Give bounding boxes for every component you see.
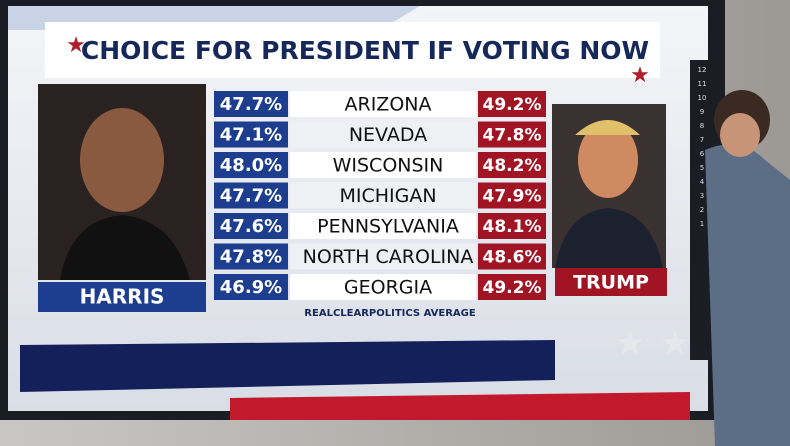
state: PENNSYLVANIA [317, 216, 459, 238]
harris-value: 46.9% [220, 277, 282, 298]
trump-value: 47.9% [483, 187, 542, 207]
state: ARIZONA [345, 94, 432, 116]
scale-label: 11 [698, 80, 707, 88]
scale-label: 10 [698, 94, 707, 102]
trump-value: 47.8% [483, 126, 542, 146]
harris-label-bg [38, 282, 206, 312]
trump-value: 48.6% [483, 248, 542, 268]
state: WISCONSIN [333, 155, 444, 177]
row-bg [290, 213, 476, 239]
state: NORTH CAROLINA [303, 246, 474, 268]
trump-value: 48.2% [483, 156, 542, 176]
left-cell [214, 91, 288, 117]
bottom-bar [20, 340, 555, 392]
title: CHOICE FOR PRESIDENT IF VOTING NOW [81, 36, 649, 65]
table: 47.7% ARIZONA 49.2% 47.1% NEVADA 47.8% 48.0% WI… [214, 91, 546, 300]
state: GEORGIA [344, 277, 432, 299]
trump-value: 49.2% [483, 95, 542, 115]
right-cell [478, 91, 546, 117]
title-bar [45, 22, 660, 78]
harris-value: 47.1% [220, 125, 282, 146]
scale-label: 1 [700, 220, 704, 228]
star: ★ [630, 63, 650, 88]
scale-label: 8 [700, 122, 704, 130]
left-cell [214, 152, 288, 178]
scale-label: 2 [700, 206, 704, 214]
right-cell [478, 213, 546, 239]
state: NEVADA [349, 124, 427, 146]
star: ★ [615, 324, 645, 364]
source: REALCLEARPOLITICS AVERAGE [304, 308, 476, 319]
right-cell [478, 274, 546, 300]
row-bg [290, 121, 476, 148]
harris-value: 48.0% [220, 155, 282, 176]
left-cell [214, 121, 288, 148]
trump-value: 48.1% [483, 217, 542, 237]
scale-label: 6 [700, 150, 705, 158]
presenter-face [720, 113, 760, 157]
scale-label: 4 [700, 178, 705, 186]
harris-value: 47.8% [220, 247, 282, 268]
row-bg [290, 152, 476, 178]
candidate-name: HARRIS [80, 285, 165, 309]
presenter [705, 144, 790, 446]
scale-label: 3 [700, 192, 704, 200]
right-cell [478, 121, 546, 148]
left-cell [214, 243, 288, 270]
scale-label: 9 [700, 108, 704, 116]
red-band [230, 392, 690, 420]
suit [555, 208, 663, 268]
candidate-name: TRUMP [573, 272, 649, 294]
side-scale: 12 11 10 9 8 7 6 5 4 3 2 1 [698, 66, 707, 228]
left-cell [214, 182, 288, 209]
row-bg [290, 274, 476, 300]
face [578, 122, 638, 198]
star: ★ [660, 324, 690, 364]
state: MICHIGAN [339, 185, 436, 207]
right-cell [478, 152, 546, 178]
left-cell [214, 274, 288, 300]
trump-label-bg [555, 268, 667, 296]
scale-label: 7 [700, 136, 704, 144]
star: ★ [66, 33, 86, 58]
left-cell [214, 213, 288, 239]
trump-value: 49.2% [483, 278, 542, 298]
right-cell [478, 243, 546, 270]
row-bg [290, 243, 476, 270]
face [80, 108, 164, 212]
row-bg [290, 182, 476, 209]
row-bg [290, 91, 476, 117]
harris-value: 47.7% [220, 94, 282, 115]
harris-value: 47.7% [220, 186, 282, 207]
harris-value: 47.6% [220, 216, 282, 237]
hair [575, 120, 640, 135]
scale-label: 5 [700, 164, 704, 172]
shoulders [60, 215, 190, 280]
right-cell [478, 182, 546, 209]
scale-label: 12 [698, 66, 707, 74]
